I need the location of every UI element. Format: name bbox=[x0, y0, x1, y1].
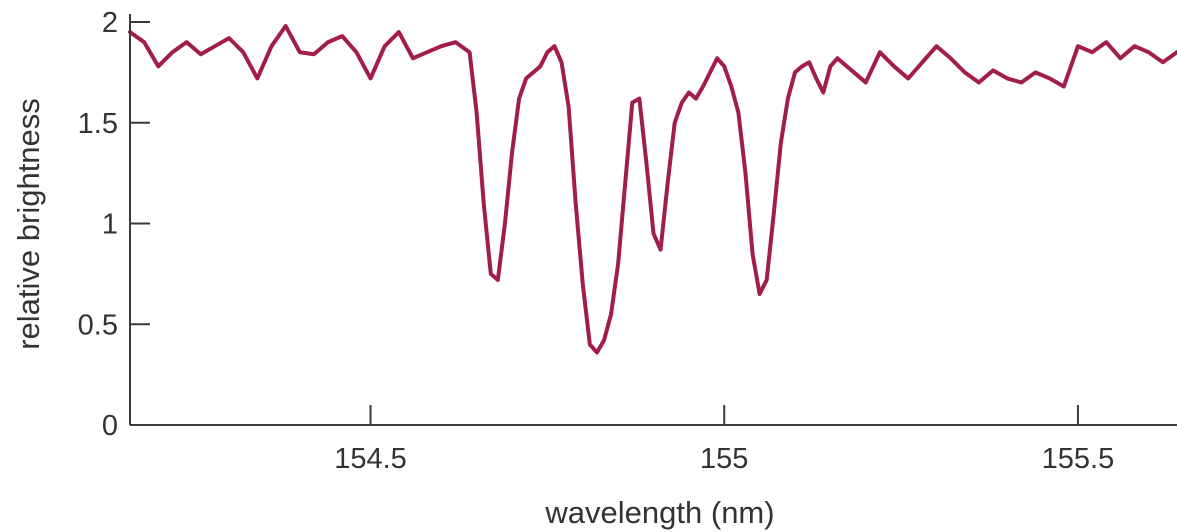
y-tick-label: 1.5 bbox=[78, 108, 118, 140]
y-tick-label: 1 bbox=[102, 209, 118, 241]
series-line bbox=[128, 24, 1177, 355]
x-tick-label: 154.5 bbox=[334, 443, 407, 475]
y-tick-label: 0 bbox=[102, 410, 118, 442]
plot-area bbox=[128, 24, 1177, 355]
x-tick-label: 155.5 bbox=[1042, 443, 1115, 475]
x-axis-title: wavelength (nm) bbox=[544, 495, 774, 530]
y-tick-label: 2 bbox=[102, 7, 118, 39]
x-tick-label: 155 bbox=[700, 443, 748, 475]
y-axis: 0 0.5 1 1.5 2 bbox=[78, 7, 150, 442]
y-tick-label: 0.5 bbox=[78, 309, 118, 341]
y-axis-title: relative brightness bbox=[11, 98, 46, 350]
x-axis: 154.5 155 155.5 bbox=[130, 405, 1177, 475]
